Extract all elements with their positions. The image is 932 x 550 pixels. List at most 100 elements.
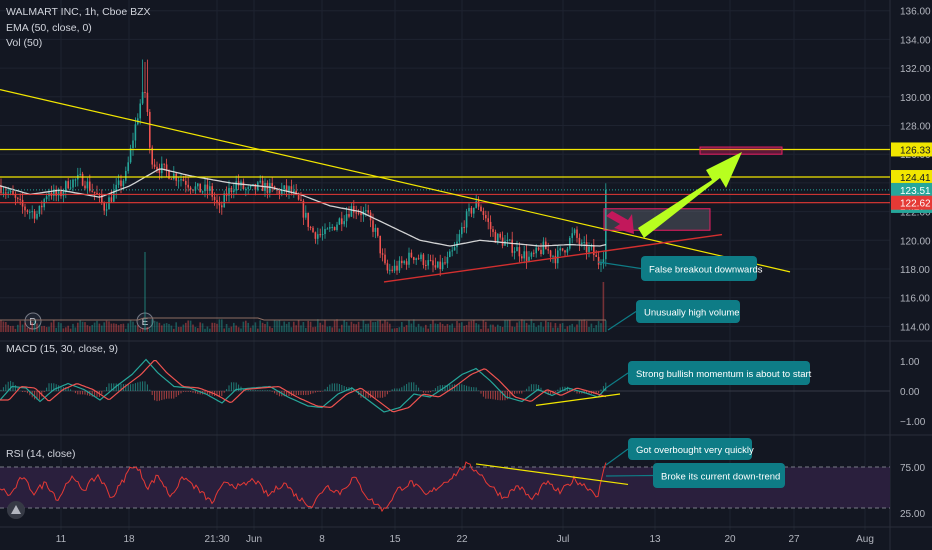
candle-body — [2, 192, 5, 194]
candle-body — [132, 140, 134, 149]
volume-bar — [96, 320, 98, 332]
callout-high-volume[interactable]: Unusually high volume — [607, 300, 740, 331]
callout-overbought[interactable]: Got overbought very quickly — [605, 438, 754, 466]
candle-body — [547, 249, 549, 251]
candle-body — [389, 269, 391, 271]
candle-body — [103, 202, 105, 211]
volume-bar — [41, 326, 43, 332]
volume-bar — [578, 319, 581, 332]
candle-body — [374, 227, 377, 232]
volume-bar — [374, 321, 377, 332]
price-axis[interactable]: 114.00116.00118.00120.00122.00124.00126.… — [56, 7, 932, 545]
volume-bar — [595, 325, 597, 332]
volume-bar — [434, 323, 437, 332]
candle-body — [537, 247, 540, 250]
price-tick-label: 130.00 — [900, 93, 931, 104]
volume-bar — [509, 320, 511, 332]
earnings-badge[interactable]: E — [136, 312, 154, 330]
price-tick-label: 128.00 — [900, 122, 931, 133]
candle-body — [180, 179, 182, 181]
volume-bar — [185, 322, 187, 332]
volume-bar — [317, 319, 319, 332]
volume-bar — [583, 319, 585, 332]
candle-body — [513, 251, 516, 253]
candle-body — [437, 261, 439, 268]
callout-bullish-momentum[interactable]: Strong bullish momentum is about to star… — [605, 361, 812, 389]
candle-body — [17, 197, 19, 199]
candle-body — [245, 188, 247, 190]
candle-body — [549, 250, 552, 257]
candle-body — [36, 213, 38, 219]
volume-panel[interactable] — [0, 252, 607, 332]
price-tick-label: 134.00 — [900, 35, 931, 46]
volume-bar — [482, 319, 485, 332]
candle-body — [168, 170, 170, 179]
drawing-overlay: False breakout downwards Unusually high v… — [0, 89, 890, 488]
candle-body — [566, 248, 569, 253]
volume-bar — [377, 320, 379, 332]
volume-bar — [545, 320, 547, 332]
tag-126-33: 126.33 — [891, 142, 932, 157]
volume-bar — [65, 327, 67, 332]
volume-bar — [93, 322, 96, 332]
candle-body — [473, 207, 475, 214]
volume-bar — [530, 319, 533, 332]
candle-body — [216, 200, 218, 204]
volume-bar — [393, 328, 396, 332]
volume-bar — [585, 321, 588, 332]
red-down-arrow — [606, 211, 634, 234]
volume-bar — [415, 327, 417, 332]
candle-body — [221, 205, 223, 208]
volume-bar — [149, 328, 151, 332]
macd-panel[interactable] — [0, 358, 890, 413]
volume-bar — [453, 327, 456, 332]
volume-bar — [163, 323, 165, 332]
legend-ema: EMA (50, close, 0) — [6, 22, 92, 34]
candle-body — [163, 163, 165, 165]
tag-122-62-text: 122.62 — [900, 199, 931, 210]
candle-body — [228, 187, 230, 196]
icon-glyph — [11, 505, 21, 514]
candle-body — [403, 261, 405, 264]
volume-bar — [103, 322, 105, 332]
candle-body — [501, 237, 504, 246]
time-tick-label: 11 — [56, 534, 67, 545]
candle-body — [367, 210, 369, 213]
dividend-badge[interactable]: D — [24, 312, 42, 330]
volume-bar — [223, 328, 225, 332]
volume-bar — [228, 327, 230, 332]
candle-body — [38, 205, 41, 214]
candle-body — [156, 166, 158, 170]
callout-false-breakout[interactable]: False breakout downwards — [597, 256, 763, 281]
volume-bar — [257, 328, 259, 332]
candle-body — [271, 183, 273, 187]
volume-bar — [521, 319, 523, 332]
volume-bar — [458, 323, 461, 332]
volume-bar — [89, 326, 91, 332]
volume-bar — [62, 328, 65, 332]
scroll-to-realtime-icon[interactable] — [7, 501, 25, 519]
candle-body — [528, 256, 530, 261]
candle-body — [571, 233, 573, 238]
callout-broke-downtrend[interactable]: Broke its current down-trend — [605, 463, 785, 488]
volume-bar — [413, 319, 415, 332]
candle-body — [170, 178, 173, 180]
volume-bar — [516, 322, 518, 332]
candle-body — [65, 181, 67, 192]
candle-body — [405, 261, 408, 265]
volume-bar — [350, 321, 353, 332]
volume-bar — [271, 328, 273, 332]
volume-bar — [597, 321, 600, 332]
volume-bar — [53, 319, 55, 332]
macd-trendline — [535, 393, 621, 406]
volume-bar — [151, 319, 153, 332]
candle-body — [117, 180, 120, 185]
candle-body — [60, 190, 62, 197]
candle-body — [209, 186, 211, 191]
candle-body — [182, 179, 185, 181]
volume-bar — [197, 328, 199, 332]
volume-bar — [396, 327, 398, 332]
volume-bar — [281, 325, 283, 332]
volume-bar — [297, 320, 300, 332]
volume-bar — [144, 252, 146, 332]
